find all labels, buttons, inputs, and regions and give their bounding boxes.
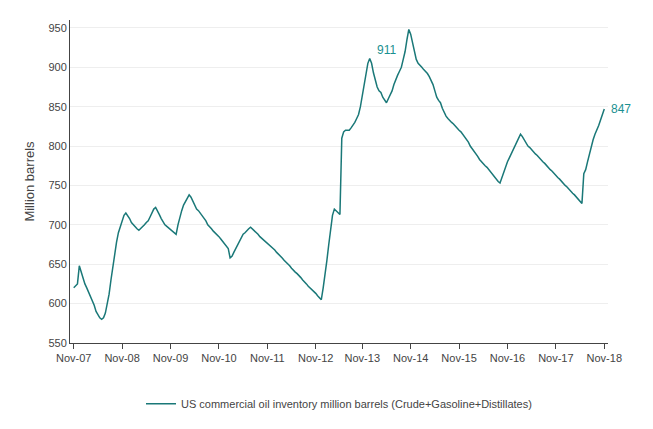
svg-text:800: 800 [48,140,66,152]
svg-text:US commercial oil inventory mi: US commercial oil inventory million barr… [181,398,532,410]
svg-text:600: 600 [48,297,66,309]
svg-text:Nov-08: Nov-08 [104,352,139,364]
svg-text:700: 700 [48,219,66,231]
svg-text:Nov-18: Nov-18 [587,352,622,364]
svg-text:Nov-14: Nov-14 [393,352,428,364]
svg-text:Nov-09: Nov-09 [153,352,188,364]
svg-text:Nov-13: Nov-13 [345,352,380,364]
svg-text:950: 950 [48,22,66,34]
svg-text:900: 900 [48,61,66,73]
svg-text:Nov-07: Nov-07 [56,352,91,364]
svg-text:Nov-11: Nov-11 [250,352,285,364]
svg-text:Nov-16: Nov-16 [490,352,525,364]
svg-text:850: 850 [48,101,66,113]
svg-text:Nov-10: Nov-10 [201,352,236,364]
svg-text:Million barrels: Million barrels [22,141,37,222]
svg-text:550: 550 [48,337,66,349]
svg-text:911: 911 [377,43,396,57]
svg-text:Nov-17: Nov-17 [538,352,573,364]
svg-text:Nov-15: Nov-15 [441,352,476,364]
svg-text:650: 650 [48,258,66,270]
svg-text:750: 750 [48,179,66,191]
svg-text:Nov-12: Nov-12 [298,352,333,364]
svg-text:847: 847 [611,102,631,116]
